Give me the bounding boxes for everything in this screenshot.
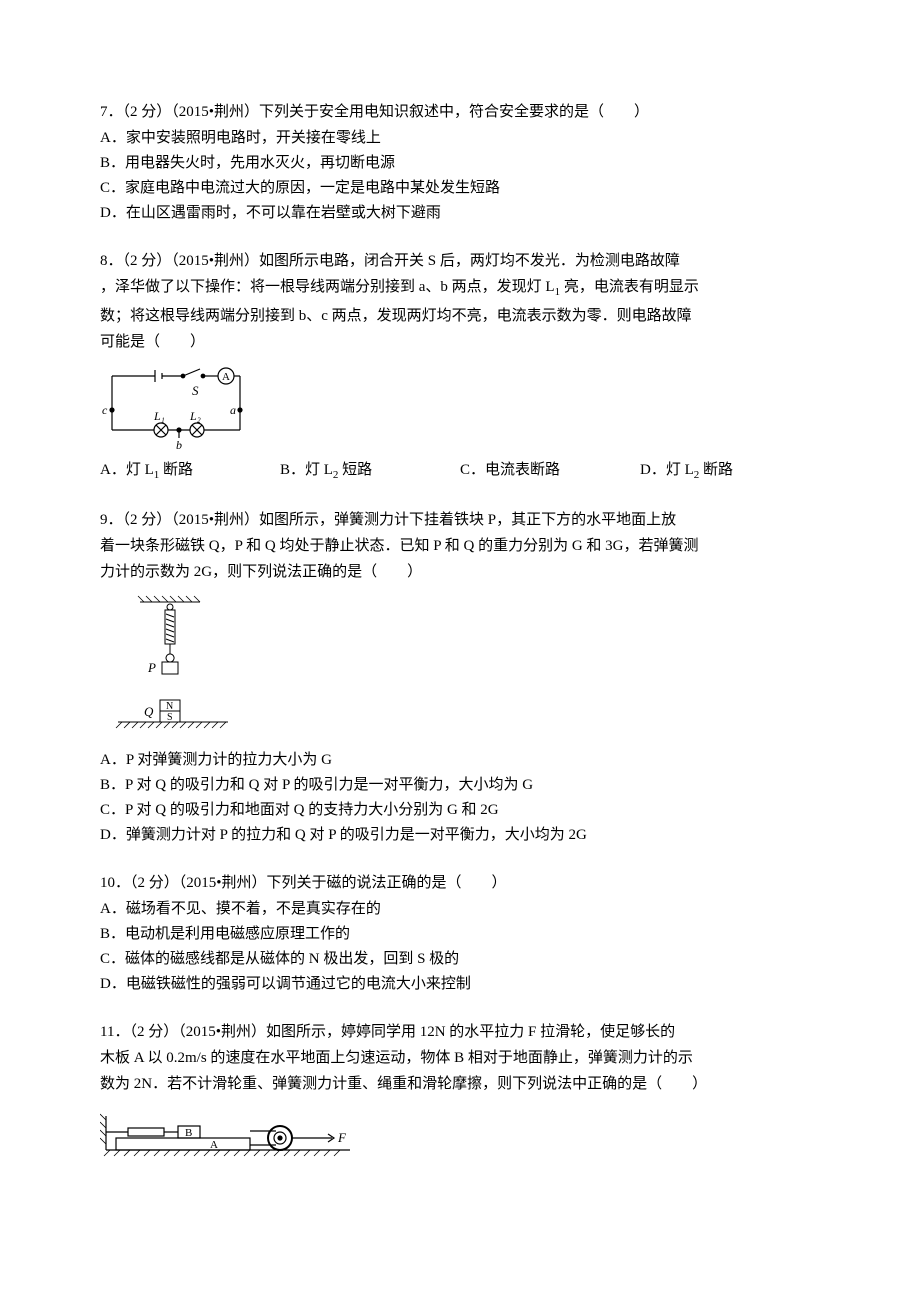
q9-label-q: Q: [144, 704, 154, 719]
q8-label-l2: L₂: [189, 409, 201, 423]
question-10: 10．（2 分）（2015•荆州）下列关于磁的说法正确的是（ ） A．磁场看不见…: [100, 871, 820, 996]
q8-label-b: b: [176, 438, 182, 452]
question-8: 8．（2 分）（2015•荆州）如图所示电路，闭合开关 S 后，两灯均不发光．为…: [100, 249, 820, 484]
q9-option-a: A．P 对弹簧测力计的拉力大小为 G: [100, 748, 820, 772]
q7-option-a: A．家中安装照明电路时，开关接在零线上: [100, 126, 820, 150]
q10-stem: 10．（2 分）（2015•荆州）下列关于磁的说法正确的是（ ）: [100, 871, 820, 895]
q9-option-b: B．P 对 Q 的吸引力和 Q 对 P 的吸引力是一对平衡力，大小均为 G: [100, 773, 820, 797]
q8-label-ammeter: A: [222, 371, 230, 383]
q8-label-a: a: [230, 403, 236, 417]
q8-stem-l2-tail: 亮，电流表有明显示: [560, 279, 699, 295]
q8-option-b: B．灯 L2 短路: [280, 458, 460, 485]
q10-option-d: D．电磁铁磁性的强弱可以调节通过它的电流大小来控制: [100, 972, 820, 996]
q8-stem-l2-pre: ，泽华做了以下操作：将一根导线两端分别接到 a、b 两点，发现灯 L: [100, 279, 555, 295]
q8-option-d: D．灯 L2 断路: [640, 458, 820, 485]
q11-label-f: F: [337, 1130, 347, 1145]
q7-option-c: C．家庭电路中电流过大的原因，一定是电路中某处发生短路: [100, 176, 820, 200]
q10-option-a: A．磁场看不见、摸不着，不是真实存在的: [100, 897, 820, 921]
q8-stem-line1: 8．（2 分）（2015•荆州）如图所示电路，闭合开关 S 后，两灯均不发光．为…: [100, 249, 820, 273]
q8-label-c: c: [102, 403, 108, 417]
q8-stem-line3: 数；将这根导线两端分别接到 b、c 两点，发现两灯均不亮，电流表示数为零．则电路…: [100, 304, 820, 328]
q9-label-s: S: [167, 712, 173, 723]
q7-stem: 7．（2 分）（2015•荆州）下列关于安全用电知识叙述中，符合安全要求的是（ …: [100, 100, 820, 124]
q9-option-c: C．P 对 Q 的吸引力和地面对 Q 的支持力大小分别为 G 和 2G: [100, 798, 820, 822]
q9-label-n: N: [166, 701, 173, 712]
q7-option-b: B．用电器失火时，先用水灭火，再切断电源: [100, 151, 820, 175]
q9-stem-line1: 9．（2 分）（2015•荆州）如图所示，弹簧测力计下挂着铁块 P，其正下方的水…: [100, 508, 820, 532]
q9-stem-line2: 着一块条形磁铁 Q，P 和 Q 均处于静止状态．已知 P 和 Q 的重力分别为 …: [100, 534, 820, 558]
q11-pulley-figure: B A F: [100, 1104, 820, 1164]
q9-option-d: D．弹簧测力计对 P 的拉力和 Q 对 P 的吸引力是一对平衡力，大小均为 2G: [100, 823, 820, 847]
q11-stem-line2: 木板 A 以 0.2m/s 的速度在水平地面上匀速运动，物体 B 相对于地面静止…: [100, 1046, 820, 1070]
question-9: 9．（2 分）（2015•荆州）如图所示，弹簧测力计下挂着铁块 P，其正下方的水…: [100, 508, 820, 847]
q10-option-c: C．磁体的磁感线都是从磁体的 N 极出发，回到 S 极的: [100, 947, 820, 971]
q9-stem-line3: 力计的示数为 2G，则下列说法正确的是（ ）: [100, 560, 820, 584]
q8-stem-line4: 可能是（ ）: [100, 330, 820, 354]
q11-stem-line3: 数为 2N．若不计滑轮重、弹簧测力计重、绳重和滑轮摩擦，则下列说法中正确的是（ …: [100, 1072, 820, 1096]
q8-option-c: C．电流表断路: [460, 458, 640, 485]
q11-label-b: B: [185, 1127, 192, 1139]
q11-label-a: A: [210, 1139, 218, 1151]
q8-stem-line2: ，泽华做了以下操作：将一根导线两端分别接到 a、b 两点，发现灯 L1 亮，电流…: [100, 275, 820, 302]
q10-option-b: B．电动机是利用电磁感应原理工作的: [100, 922, 820, 946]
q8-circuit-figure: S A L₁ L₂ a b c: [100, 362, 820, 452]
q8-label-l1: L₁: [153, 409, 165, 423]
q9-spring-figure: P Q N S: [100, 592, 820, 742]
q7-option-d: D．在山区遇雷雨时，不可以靠在岩壁或大树下避雨: [100, 201, 820, 225]
question-11: 11．（2 分）（2015•荆州）如图所示，婷婷同学用 12N 的水平拉力 F …: [100, 1020, 820, 1164]
question-7: 7．（2 分）（2015•荆州）下列关于安全用电知识叙述中，符合安全要求的是（ …: [100, 100, 820, 225]
q8-options-row: A．灯 L1 断路 B．灯 L2 短路 C．电流表断路 D．灯 L2 断路: [100, 458, 820, 485]
q8-label-s: S: [192, 383, 199, 398]
q11-stem-line1: 11．（2 分）（2015•荆州）如图所示，婷婷同学用 12N 的水平拉力 F …: [100, 1020, 820, 1044]
q9-label-p: P: [147, 660, 156, 675]
q8-option-a: A．灯 L1 断路: [100, 458, 280, 485]
